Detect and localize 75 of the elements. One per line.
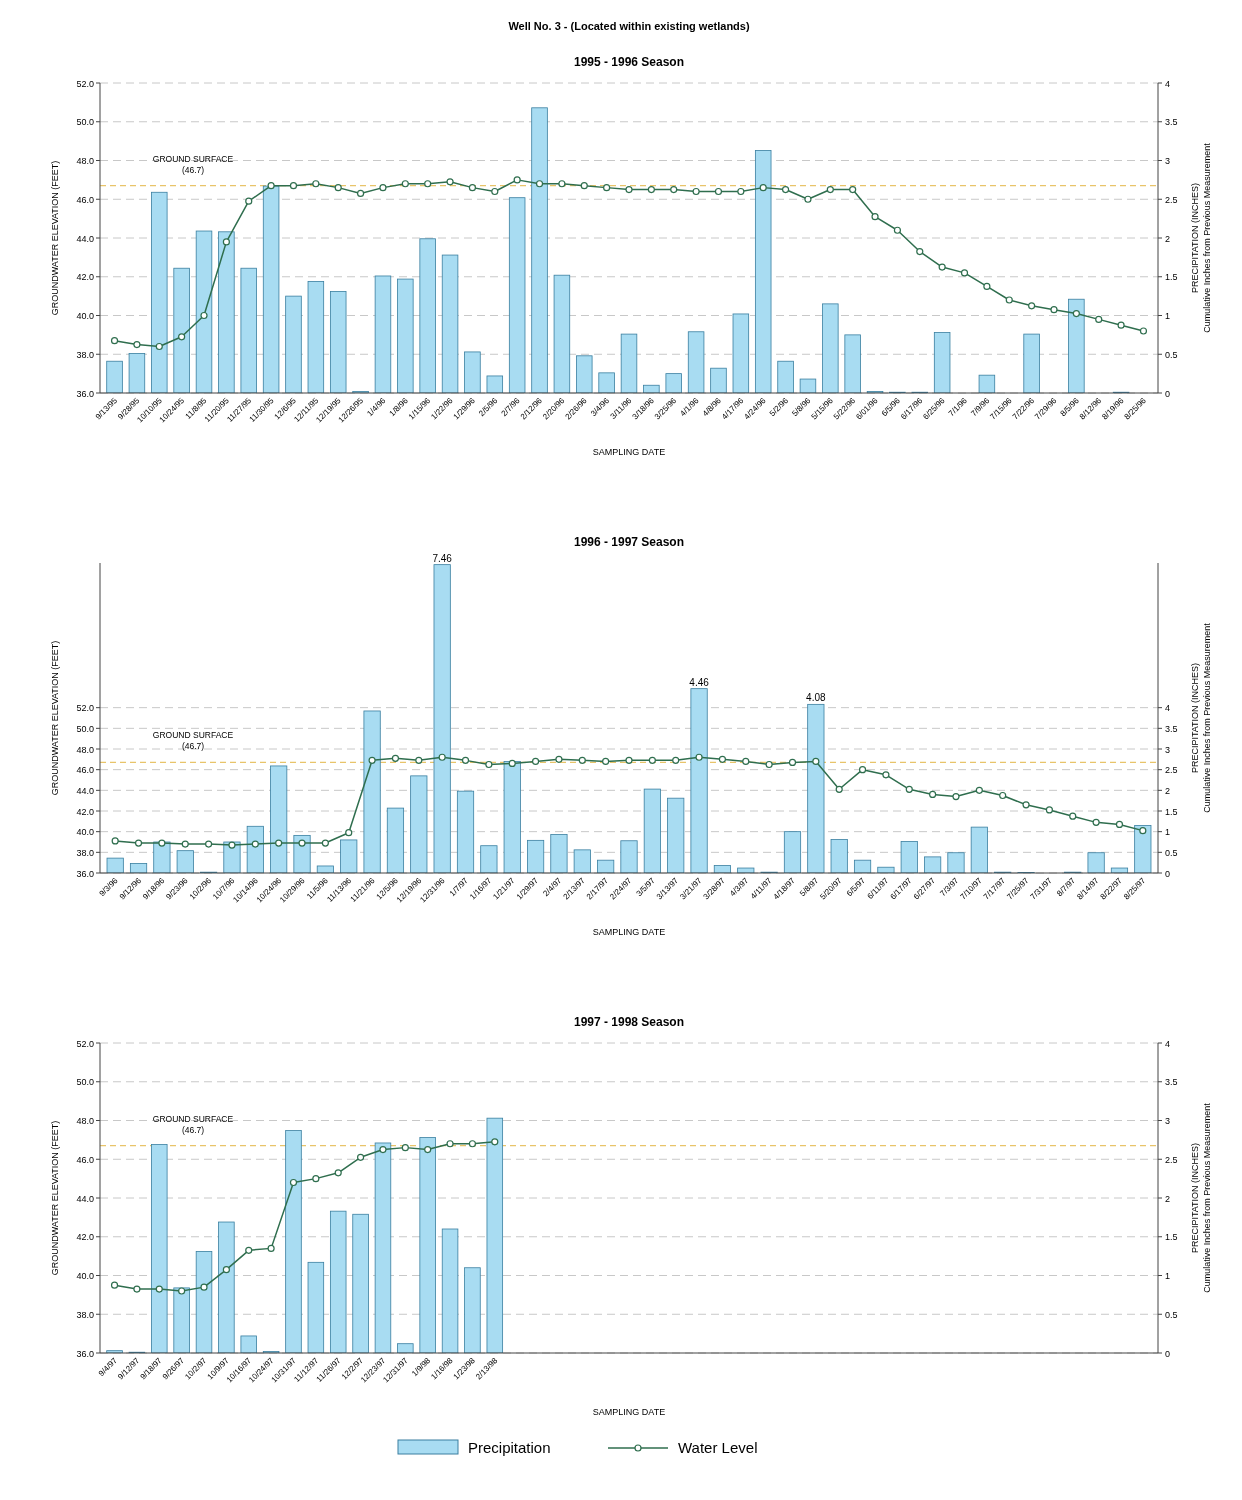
y-tick-label: 42.0 [76, 806, 94, 817]
y2-tick-label: 0.5 [1165, 1309, 1178, 1320]
y-tick-label: 48.0 [76, 1116, 94, 1126]
y2-tick-label: 3.5 [1165, 117, 1178, 128]
legend-label: Precipitation [468, 1439, 551, 1456]
y2-tick-label: 2.5 [1165, 194, 1178, 205]
y-tick-label: 36.0 [76, 868, 94, 879]
data-label: 4.08 [806, 692, 827, 704]
chart-title: Well No. 3 - (Located within existing wetlands) [508, 20, 750, 32]
y2-tick-label: 3 [1165, 744, 1171, 755]
y2-tick-label: 1.5 [1165, 272, 1178, 283]
y-tick-label: 52.0 [76, 703, 94, 714]
ref-line-label: GROUND SURFACE (46.7) [152, 730, 234, 752]
y2-axis-title: PRECIPITATION (INCHES) Cumulative Inches from Previous Measurement [1190, 1102, 1212, 1293]
y2-tick-label: 1.5 [1165, 806, 1178, 817]
y2-tick-label: 4 [1165, 78, 1171, 89]
y-tick-label: 38.0 [76, 847, 94, 858]
y-tick-label: 38.0 [76, 1309, 94, 1320]
y-tick-label: 50.0 [76, 117, 94, 128]
y2-tick-label: 0 [1165, 388, 1171, 399]
y-tick-label: 40.0 [76, 1271, 94, 1281]
y-tick-label: 48.0 [76, 156, 94, 166]
y2-tick-label: 2.5 [1165, 1154, 1178, 1165]
y-tick-label: 36.0 [76, 388, 94, 399]
y2-tick-label: 4 [1165, 1038, 1171, 1049]
y2-tick-label: 4 [1165, 703, 1171, 714]
y-tick-label: 48.0 [76, 744, 94, 755]
y2-tick-label: 0 [1165, 1348, 1171, 1359]
y-tick-label: 46.0 [76, 1154, 94, 1165]
y2-tick-label: 0 [1165, 868, 1171, 879]
chart-title: 1996 - 1997 Season [573, 535, 685, 549]
y-tick-label: 52.0 [76, 78, 94, 89]
chart-title: 1997 - 1998 Season [573, 1015, 685, 1029]
y-tick-label: 36.0 [76, 1348, 94, 1359]
y-tick-label: 46.0 [76, 765, 94, 776]
y2-tick-label: 1 [1165, 1271, 1171, 1281]
ref-line-label: GROUND SURFACE (46.7) [152, 1113, 234, 1135]
y-axis-title: GROUNDWATER ELEVATION (FEET) [50, 640, 60, 796]
y-tick-label: 50.0 [76, 1077, 94, 1088]
y2-tick-label: 0.5 [1165, 349, 1178, 360]
y-axis-title: GROUNDWATER ELEVATION (FEET) [50, 1120, 60, 1276]
y2-tick-label: 3.5 [1165, 1077, 1178, 1088]
chart-subtitle: 1995 - 1996 Season [573, 55, 685, 69]
y2-tick-label: 2.5 [1165, 765, 1178, 776]
y-tick-label: 42.0 [76, 1232, 94, 1243]
y-tick-label: 40.0 [76, 827, 94, 838]
y-tick-label: 44.0 [76, 233, 94, 244]
y-tick-label: 52.0 [76, 1038, 94, 1049]
y2-axis-title: PRECIPITATION (INCHES) Cumulative Inches from Previous Measurement [1190, 622, 1212, 813]
y2-tick-label: 2 [1165, 785, 1171, 796]
y-tick-label: 42.0 [76, 272, 94, 283]
x-axis-title: SAMPLING DATE [592, 927, 666, 937]
y2-tick-label: 0.5 [1165, 847, 1178, 858]
y2-tick-label: 2 [1165, 233, 1171, 244]
y-tick-label: 50.0 [76, 723, 94, 734]
y-tick-label: 38.0 [76, 349, 94, 360]
data-label: 7.46 [432, 552, 453, 564]
y-tick-label: 44.0 [76, 1193, 94, 1204]
y-tick-label: 46.0 [76, 194, 94, 205]
y2-tick-label: 1 [1165, 311, 1171, 321]
y-tick-label: 40.0 [76, 311, 94, 321]
legend-label: Water Level [678, 1439, 758, 1456]
ref-line-label: GROUND SURFACE (46.7) [152, 153, 234, 175]
y2-tick-label: 3.5 [1165, 723, 1178, 734]
y2-axis-title: PRECIPITATION (INCHES) Cumulative Inches from Previous Measurement [1190, 142, 1212, 333]
y-axis-title: GROUNDWATER ELEVATION (FEET) [50, 160, 60, 316]
y2-tick-label: 1 [1165, 827, 1171, 838]
y2-tick-label: 2 [1165, 1193, 1171, 1204]
data-label: 4.46 [689, 676, 710, 688]
y2-tick-label: 3 [1165, 156, 1171, 166]
x-axis-title: SAMPLING DATE [592, 1407, 666, 1417]
x-axis-title: SAMPLING DATE [592, 447, 666, 457]
y-tick-label: 44.0 [76, 785, 94, 796]
y2-tick-label: 1.5 [1165, 1232, 1178, 1243]
y2-tick-label: 3 [1165, 1116, 1171, 1126]
